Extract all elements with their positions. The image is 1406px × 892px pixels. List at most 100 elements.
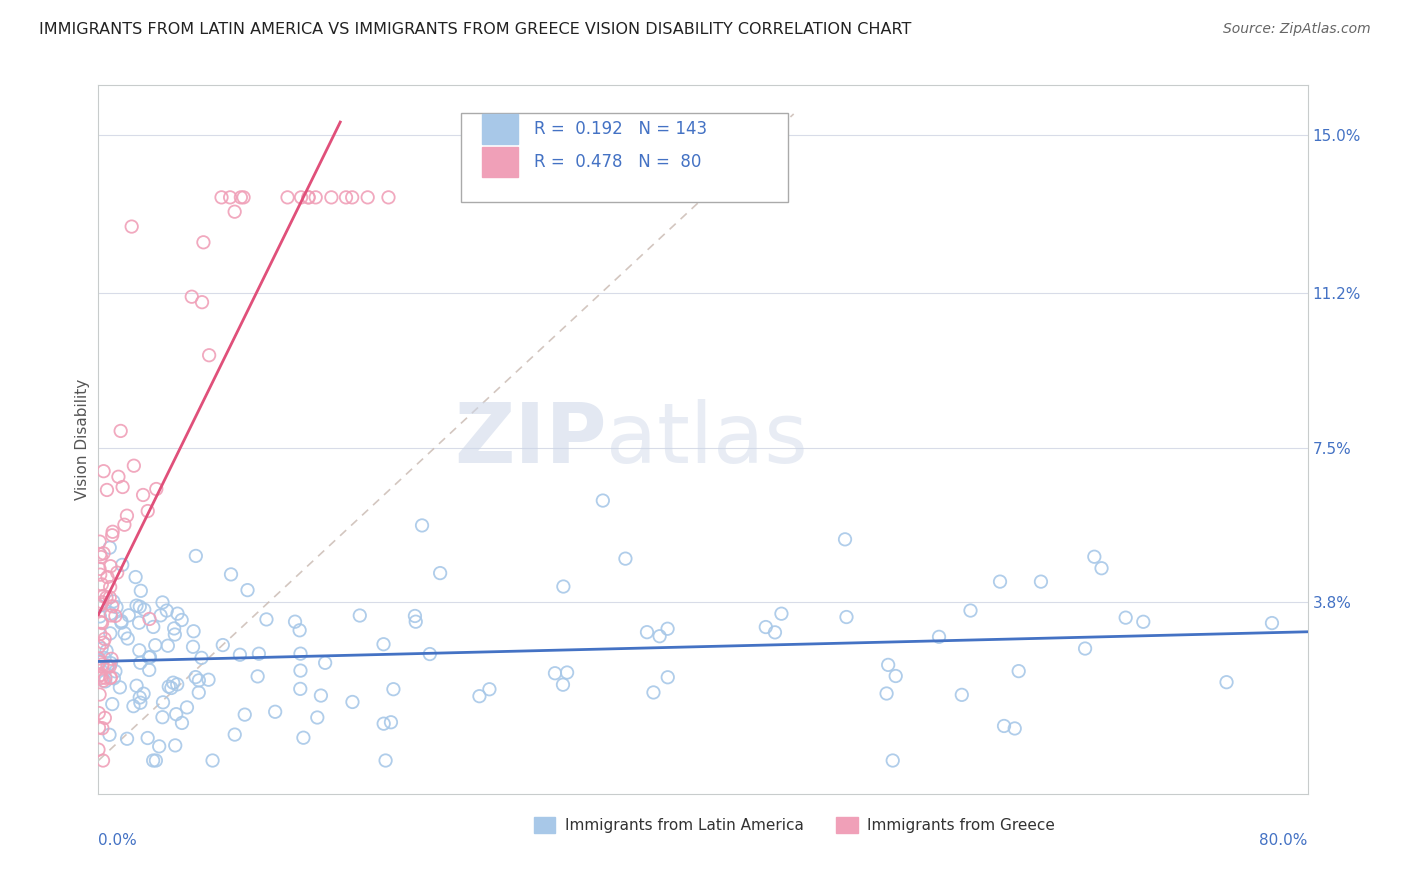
Point [94,674,117,689]
Point [100,652,122,666]
Point [104,608,127,623]
Point [90,550,112,565]
Text: Source: ZipAtlas.com: Source: ZipAtlas.com [1223,22,1371,37]
Point [349,608,371,623]
Point [115,508,138,523]
Point [91,721,114,735]
Point [91,657,114,672]
Text: Immigrants from Greece: Immigrants from Greece [868,818,1056,832]
Point [321,190,343,204]
Point [110,424,132,438]
FancyBboxPatch shape [461,113,787,202]
Point [87,706,110,720]
Point [180,290,202,304]
Point [93,464,115,478]
Point [544,666,567,681]
Point [89,547,111,561]
Point [89,639,111,653]
Point [1215,675,1237,690]
Point [405,615,427,629]
Point [93,673,115,688]
Point [91,616,114,631]
Point [90,577,112,591]
Text: R =  0.192   N = 143: R = 0.192 N = 143 [534,120,707,137]
Point [229,648,252,662]
Point [138,612,160,626]
Point [105,600,128,615]
Point [166,607,188,621]
Point [128,690,150,705]
Point [297,190,319,204]
Point [1083,549,1105,564]
Point [191,295,214,310]
Text: IMMIGRANTS FROM LATIN AMERICA VS IMMIGRANTS FROM GREECE VISION DISABILITY CORREL: IMMIGRANTS FROM LATIN AMERICA VS IMMIGRA… [39,22,911,37]
Point [292,731,315,745]
Point [90,671,112,685]
Point [98,541,121,555]
Text: atlas: atlas [606,399,808,480]
Point [884,669,907,683]
Point [87,742,110,756]
Point [357,190,380,204]
Point [101,697,124,711]
Point [97,659,120,673]
Point [290,664,312,678]
Point [139,650,162,665]
Point [129,656,152,670]
Point [89,655,111,669]
Text: R =  0.478   N =  80: R = 0.478 N = 80 [534,153,702,171]
Point [98,580,121,594]
Point [152,695,174,709]
Point [94,671,117,685]
Point [103,594,125,608]
Point [643,685,665,699]
Text: 80.0%: 80.0% [1260,833,1308,848]
Point [411,518,433,533]
Point [201,754,224,768]
Point [87,721,110,735]
Point [110,614,132,628]
Point [90,641,112,656]
Point [163,627,186,641]
Point [125,679,148,693]
Point [108,681,131,695]
Point [193,235,215,250]
Point [117,632,139,646]
Point [122,699,145,714]
Point [142,754,165,768]
Point [290,681,312,696]
Point [247,647,270,661]
Point [284,615,307,629]
Point [377,190,399,204]
Point [835,610,858,624]
Point [124,570,146,584]
Point [100,559,122,574]
Point [211,190,233,204]
Point [335,190,357,204]
Point [100,670,122,684]
Point [89,562,111,576]
Point [187,673,209,688]
Bar [482,147,517,177]
Point [98,626,121,640]
Point [138,663,160,677]
Point [657,670,679,684]
Point [91,636,114,650]
Point [101,528,124,542]
Point [988,574,1011,589]
Text: Immigrants from Latin America: Immigrants from Latin America [565,818,804,832]
Point [89,655,111,669]
Point [96,570,118,584]
Point [87,599,110,613]
Point [128,643,150,657]
Point [468,689,491,703]
Point [187,685,209,699]
Point [342,695,364,709]
Point [183,624,205,639]
Point [373,716,395,731]
Point [91,754,114,768]
Point [950,688,973,702]
Point [138,650,160,665]
Point [993,719,1015,733]
Point [224,728,246,742]
